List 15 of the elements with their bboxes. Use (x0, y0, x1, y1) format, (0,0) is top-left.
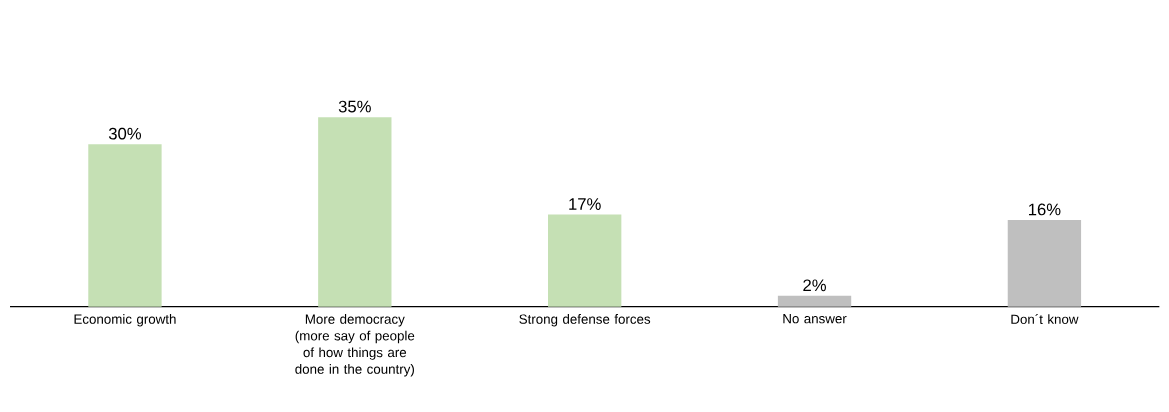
bar (88, 144, 162, 307)
x-tick-label: No answer (783, 314, 847, 324)
x-tick-label: Strong defense forces (519, 314, 651, 327)
bar (1007, 220, 1082, 307)
bar (777, 295, 852, 307)
bar (318, 117, 392, 307)
bar (548, 214, 622, 307)
data-label: 17% (569, 198, 601, 210)
x-tick-label: More democracy (more say of people of how things are done in the country) (295, 314, 415, 377)
data-label: 2% (803, 279, 826, 292)
data-label: 16% (1029, 203, 1061, 216)
data-label: 30% (108, 127, 142, 140)
data-label: 35% (338, 100, 371, 113)
x-tick-label: Don´t know (1011, 314, 1079, 324)
x-tick-label: Economic growth (74, 314, 176, 327)
